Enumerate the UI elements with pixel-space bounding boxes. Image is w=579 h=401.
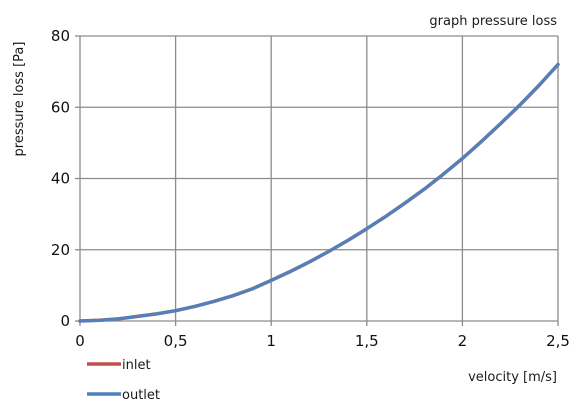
tick-labels: 0 20 40 60 80 0 0,5 1 1,5 2 2,5	[51, 27, 570, 350]
legend: inlet outlet	[87, 358, 160, 401]
series-line-outlet	[78, 62, 560, 323]
x-axis-title: velocity [m/s]	[468, 370, 557, 385]
legend-label-inlet: inlet	[122, 358, 151, 373]
y-axis-title: pressure loss [Pa]	[12, 42, 27, 157]
chart-title: graph pressure loss	[429, 14, 557, 29]
gridlines	[75, 35, 559, 326]
y-tick-label: 40	[51, 170, 70, 188]
x-tick-label: 2	[458, 332, 468, 350]
series-line-inlet	[78, 62, 560, 323]
y-tick-label: 60	[51, 98, 70, 116]
y-tick-label: 80	[51, 27, 70, 45]
y-tick-label: 20	[51, 241, 70, 259]
legend-label-outlet: outlet	[122, 388, 160, 401]
x-tick-label: 0,5	[164, 332, 188, 350]
x-tick-label: 0	[75, 332, 85, 350]
y-tick-label: 0	[60, 312, 70, 330]
x-tick-label: 1,5	[355, 332, 379, 350]
series-lines	[78, 62, 560, 323]
x-tick-label: 1	[266, 332, 276, 350]
x-tick-label: 2,5	[546, 332, 570, 350]
